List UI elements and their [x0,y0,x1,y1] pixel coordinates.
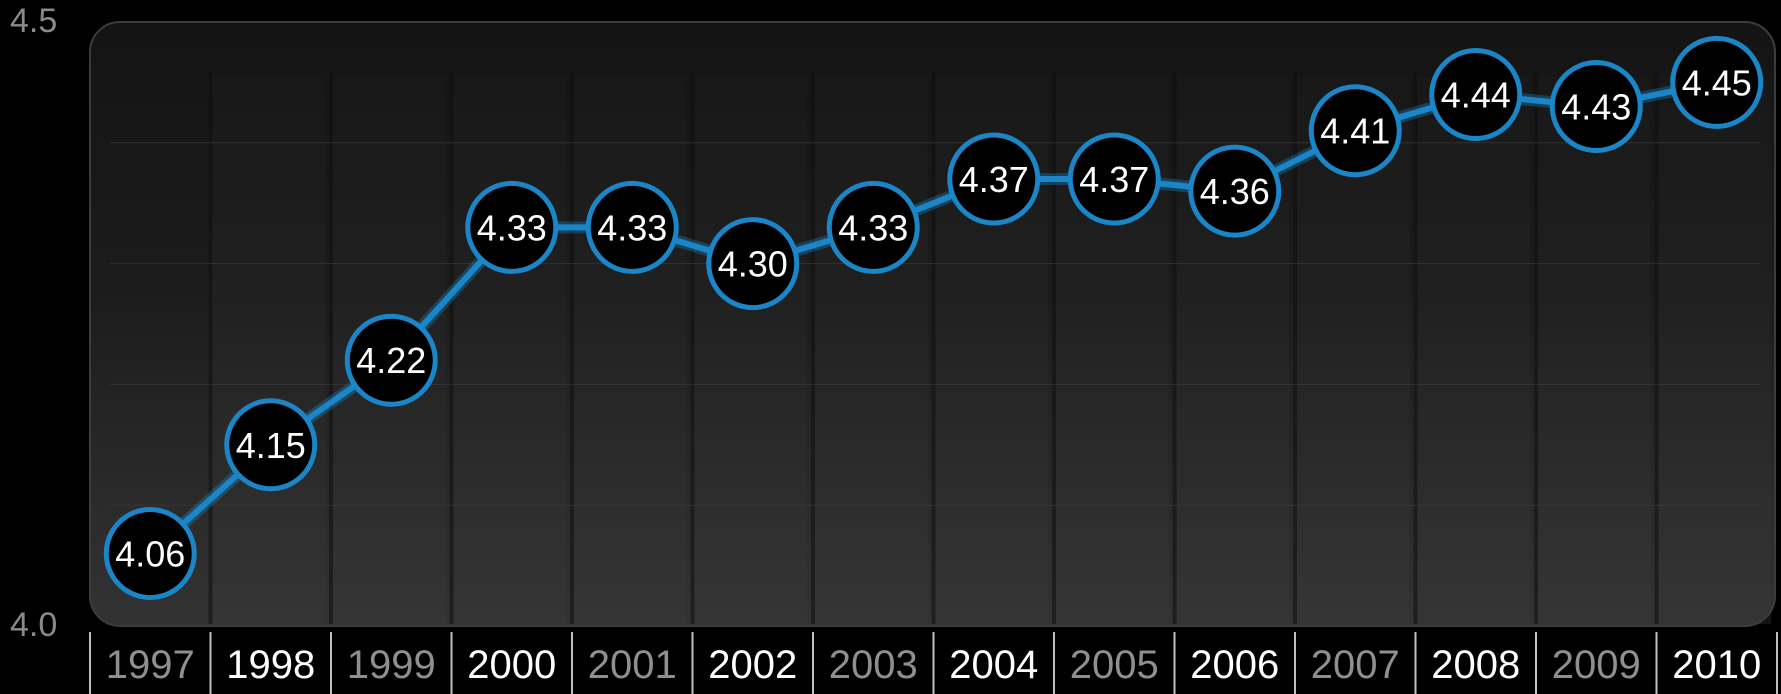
column-band [1654,77,1771,624]
data-point-marker [706,217,800,311]
data-label: 4.44 [1441,74,1511,115]
y-tick-label: 4.5 [10,2,57,40]
data-label: 4.41 [1320,111,1390,152]
data-label: 4.37 [1079,159,1149,200]
x-tick-label: 1997 [106,643,195,687]
x-tick-label: 2010 [1672,643,1761,687]
data-label: 4.33 [477,207,547,248]
data-point-marker [1429,47,1523,141]
column-bands [208,72,1771,624]
data-point-marker [585,180,679,274]
data-point-marker [1549,60,1643,154]
data-label: 4.45 [1682,62,1752,103]
y-tick-label: 4.0 [10,606,57,644]
column-band [690,77,807,624]
column-band [811,77,928,624]
data-point-marker [1188,144,1282,238]
column-band [1534,77,1651,624]
x-tick-label: 2002 [708,643,797,687]
data-label: 4.06 [115,534,185,575]
data-point-marker [947,132,1041,226]
x-tick-label: 2000 [467,643,556,687]
data-point-marker [103,507,197,601]
data-point-marker [826,180,920,274]
x-tick-label: 2007 [1311,643,1400,687]
data-label: 4.33 [838,207,908,248]
data-label: 4.33 [597,207,667,248]
x-tick-label: 2001 [588,643,677,687]
y-axis: 4.0 4.5 [10,2,57,644]
series-markers: 4.06 4.15 4.22 4.33 4.33 4.30 4.33 4.37 4.37 4.36… [103,35,1764,601]
data-label: 4.30 [718,244,788,285]
x-tick-label: 1999 [347,643,436,687]
x-tick-label: 2004 [949,643,1038,687]
x-tick-label: 2006 [1190,643,1279,687]
x-tick-label: 2009 [1552,643,1641,687]
column-band [1413,77,1530,624]
x-tick-label: 2008 [1431,643,1520,687]
data-label: 4.22 [356,340,426,381]
column-band [208,77,325,624]
data-point-marker [1308,84,1402,178]
data-label: 4.43 [1561,87,1631,128]
data-point-marker [344,313,438,407]
column-band [449,77,566,624]
data-label: 4.36 [1200,171,1270,212]
data-label: 4.15 [236,425,306,466]
column-band [570,77,687,624]
x-tick-label: 2003 [829,643,918,687]
data-point-marker [465,180,559,274]
data-label: 4.37 [959,159,1029,200]
data-point-marker [1067,132,1161,226]
data-point-marker [224,398,318,492]
x-tick-label: 2005 [1070,643,1159,687]
x-axis: 1997 1998 1999 2000 2001 2002 2003 2004 2005 2006… [89,632,1778,694]
data-point-marker [1670,35,1764,129]
x-tick-label: 1998 [226,643,315,687]
